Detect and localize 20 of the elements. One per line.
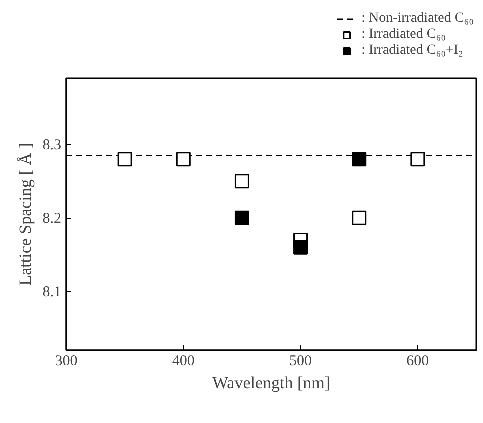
y-tick-label: 8.2 (42, 211, 62, 228)
y-axis-title: Lattice Spacing [ Å ] (16, 143, 35, 286)
legend-label: : Irradiated C₆₀+I₂ (362, 43, 464, 59)
x-tick-label: 300 (55, 354, 78, 370)
legend-label: : Irradiated C₆₀ (362, 27, 446, 43)
point (410, 152, 426, 167)
x-tick-label: 600 (406, 354, 430, 370)
x-tick-label: 400 (172, 354, 195, 370)
y-tick-label: 8.1 (42, 284, 62, 301)
point (176, 152, 191, 167)
x-axis-title: Wavelength [nm] (212, 374, 331, 392)
point (294, 240, 308, 255)
y-tick-label: 8.3 (42, 138, 62, 154)
point (118, 152, 132, 167)
point (234, 210, 250, 226)
point (352, 210, 367, 226)
legend-label: : Non-irradiated C₆₀ (362, 11, 474, 27)
point (234, 174, 250, 189)
x-tick-label: 500 (290, 354, 312, 370)
point (352, 152, 367, 167)
